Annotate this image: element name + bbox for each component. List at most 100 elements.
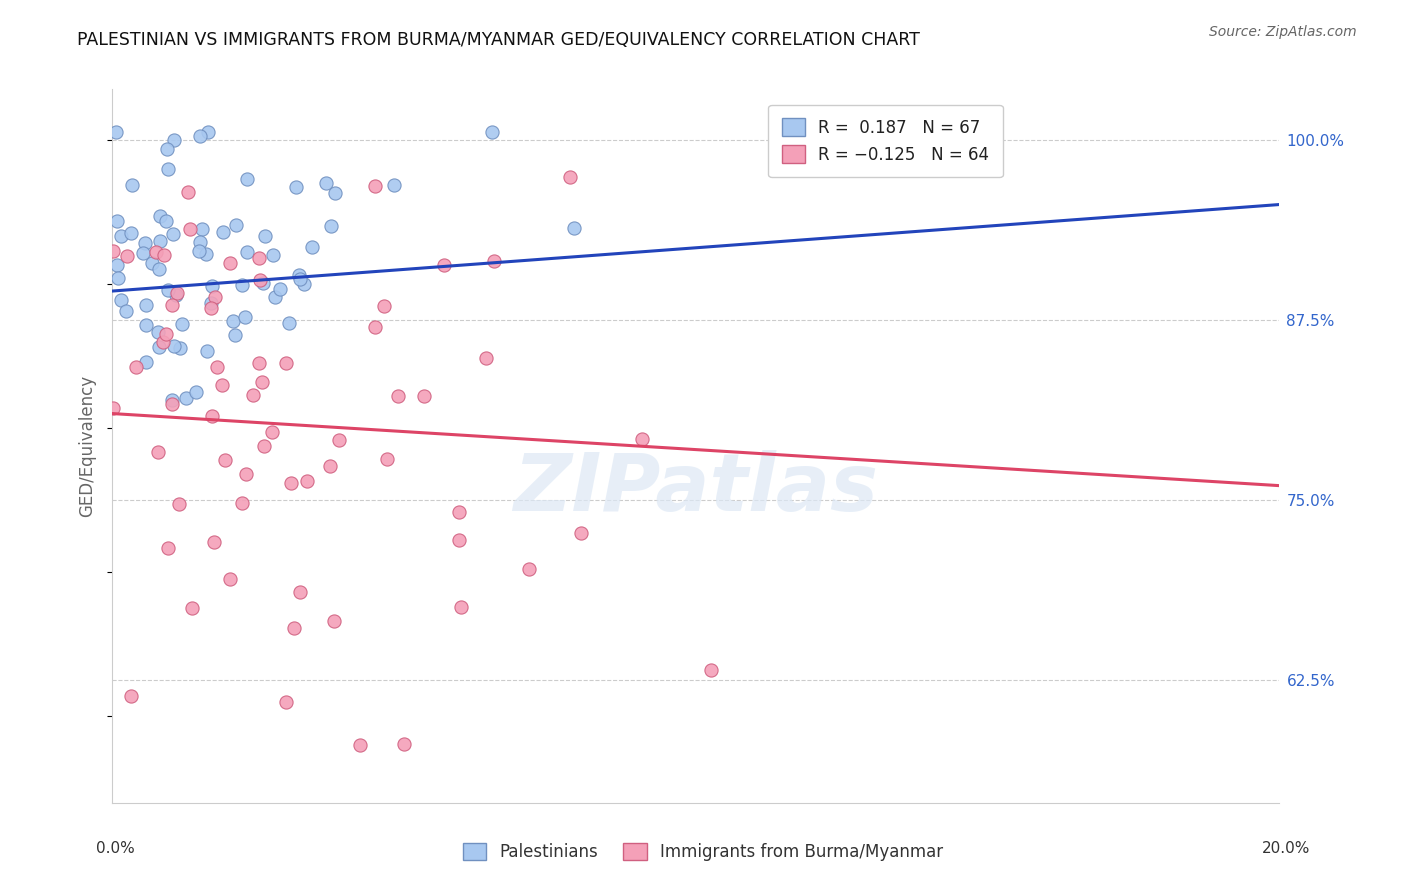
Point <box>277 316 299 330</box>
Point <box>163 133 186 147</box>
Point <box>204 290 226 304</box>
Point <box>484 254 506 268</box>
Point <box>169 497 191 511</box>
Point <box>160 297 183 311</box>
Point <box>433 259 456 273</box>
Point <box>218 573 240 587</box>
Point <box>146 445 169 459</box>
Point <box>190 235 212 249</box>
Point <box>214 453 236 467</box>
Point <box>148 341 170 355</box>
Point <box>301 240 323 254</box>
Point <box>328 433 350 447</box>
Point <box>195 247 218 261</box>
Point <box>233 310 256 325</box>
Point <box>269 282 291 296</box>
Point <box>373 299 395 313</box>
Point <box>107 214 129 228</box>
Point <box>145 244 167 259</box>
Point <box>115 249 138 263</box>
Point <box>120 226 142 240</box>
Point <box>160 393 183 408</box>
Point <box>169 341 191 355</box>
Point <box>280 475 302 490</box>
Text: Source: ZipAtlas.com: Source: ZipAtlas.com <box>1209 25 1357 39</box>
Point <box>288 272 311 286</box>
Point <box>288 268 311 282</box>
Point <box>283 621 305 635</box>
Point <box>235 467 257 482</box>
Point <box>205 360 228 375</box>
Point <box>163 338 186 352</box>
Point <box>174 391 197 405</box>
Point <box>447 533 470 548</box>
Point <box>190 129 212 144</box>
Text: PALESTINIAN VS IMMIGRANTS FROM BURMA/MYANMAR GED/EQUIVALENCY CORRELATION CHART: PALESTINIAN VS IMMIGRANTS FROM BURMA/MYA… <box>77 31 920 49</box>
Point <box>101 244 124 259</box>
Point <box>181 601 204 615</box>
Point <box>285 180 308 194</box>
Point <box>321 219 343 234</box>
Point <box>288 585 311 599</box>
Point <box>188 244 211 259</box>
Point <box>382 178 405 192</box>
Point <box>146 325 169 339</box>
Point <box>132 246 155 260</box>
Point <box>450 600 472 615</box>
Point <box>170 317 193 331</box>
Point <box>201 409 224 423</box>
Point <box>254 229 277 244</box>
Point <box>247 356 270 370</box>
Point <box>105 125 128 139</box>
Point <box>157 161 180 176</box>
Point <box>219 256 242 270</box>
Point <box>224 328 246 343</box>
Point <box>202 535 225 549</box>
Point <box>157 283 180 297</box>
Point <box>107 271 129 285</box>
Point <box>315 176 337 190</box>
Point <box>166 286 188 301</box>
Point <box>162 227 184 241</box>
Point <box>184 384 207 399</box>
Point <box>121 178 143 192</box>
Point <box>242 388 264 402</box>
Point <box>225 219 247 233</box>
Point <box>153 248 176 262</box>
Point <box>235 172 257 186</box>
Point <box>149 209 172 223</box>
Point <box>110 293 132 308</box>
Point <box>165 288 187 302</box>
Point <box>222 314 245 328</box>
Point <box>231 496 253 510</box>
Point <box>135 297 157 311</box>
Point <box>262 425 284 439</box>
Point <box>103 401 125 416</box>
Point <box>155 214 177 228</box>
Point <box>247 252 270 266</box>
Point <box>177 186 200 200</box>
Point <box>349 738 371 752</box>
Point <box>155 142 177 156</box>
Point <box>125 359 148 374</box>
Point <box>135 318 157 333</box>
Point <box>394 737 416 751</box>
Point <box>252 375 274 389</box>
Point <box>252 276 274 290</box>
Point <box>264 290 287 304</box>
Point <box>148 261 170 276</box>
Point <box>249 273 271 287</box>
Point <box>141 256 163 270</box>
Point <box>323 186 346 200</box>
Point <box>375 451 398 466</box>
Point <box>562 220 585 235</box>
Point <box>115 303 138 318</box>
Legend: R =  0.187   N = 67, R = −0.125   N = 64: R = 0.187 N = 67, R = −0.125 N = 64 <box>769 104 1002 177</box>
Y-axis label: GED/Equivalency: GED/Equivalency <box>79 375 97 517</box>
Point <box>212 225 235 239</box>
Text: 0.0%: 0.0% <box>96 841 135 856</box>
Point <box>569 525 592 540</box>
Point <box>322 615 344 629</box>
Text: ZIPatlas: ZIPatlas <box>513 450 879 528</box>
Point <box>319 459 342 474</box>
